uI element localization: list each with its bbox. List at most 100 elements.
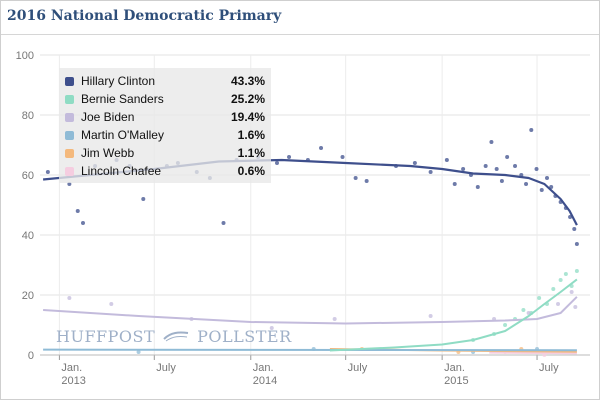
legend-swatch-clinton xyxy=(65,76,74,86)
poll-point xyxy=(551,287,556,291)
legend: Hillary Clinton 43.3% Bernie Sanders 25.… xyxy=(59,68,271,183)
legend-swatch-chafee xyxy=(65,166,74,176)
trend-line xyxy=(43,348,577,352)
poll-point xyxy=(319,146,324,150)
legend-value: 43.3% xyxy=(230,74,265,88)
legend-swatch-omalley xyxy=(65,130,74,140)
y-tick-label: 60 xyxy=(22,170,34,182)
y-tick-label: 0 xyxy=(28,350,34,362)
poll-point xyxy=(534,167,539,171)
chart-title: 2016 National Democratic Primary xyxy=(7,8,282,24)
x-tick-label: Jan. xyxy=(444,362,465,374)
x-tick-label: July xyxy=(348,362,368,374)
poll-point xyxy=(489,140,494,144)
x-tick-label: Jan. xyxy=(253,362,274,374)
poll-point xyxy=(563,272,568,276)
poll-point xyxy=(340,155,345,159)
watermark-pollster: POLLSTER xyxy=(197,327,292,346)
poll-point xyxy=(75,209,80,213)
legend-label: Martin O'Malley xyxy=(81,128,164,142)
legend-label: Jim Webb xyxy=(81,146,135,160)
poll-point xyxy=(45,170,50,174)
pollster-swoosh-icon xyxy=(163,327,189,346)
poll-point xyxy=(573,305,578,309)
legend-value: 0.6% xyxy=(237,164,265,178)
poll-point xyxy=(141,197,146,201)
legend-item-omalley[interactable]: Martin O'Malley 1.6% xyxy=(65,126,265,144)
poll-point xyxy=(269,326,274,330)
legend-item-webb[interactable]: Jim Webb 1.1% xyxy=(65,144,265,162)
poll-point xyxy=(545,176,550,180)
title-divider xyxy=(1,34,599,35)
poll-point xyxy=(412,161,417,165)
legend-label: Hillary Clinton xyxy=(81,74,156,88)
poll-point xyxy=(274,161,279,165)
poll-point xyxy=(556,302,561,306)
legend-value: 1.6% xyxy=(237,128,265,142)
poll-point xyxy=(136,350,141,354)
legend-label: Joe Biden xyxy=(81,110,135,124)
poll-point xyxy=(221,221,226,225)
poll-point xyxy=(503,323,508,327)
poll-point xyxy=(80,221,85,225)
trend-line xyxy=(489,351,577,355)
legend-value: 19.4% xyxy=(230,110,265,124)
poll-point xyxy=(529,128,534,132)
poll-point xyxy=(574,242,579,246)
poll-point xyxy=(558,278,563,282)
poll-point xyxy=(542,353,547,357)
poll-point xyxy=(428,314,433,318)
poll-point xyxy=(67,182,72,186)
x-tick-label: Jan. xyxy=(61,362,82,374)
legend-item-sanders[interactable]: Bernie Sanders 25.2% xyxy=(65,90,265,108)
poll-point xyxy=(332,317,337,321)
poll-point xyxy=(499,179,504,183)
poll-point xyxy=(539,188,544,192)
poll-point xyxy=(513,164,518,168)
poll-point xyxy=(452,182,457,186)
legend-swatch-webb xyxy=(65,148,74,158)
poll-point xyxy=(67,296,72,300)
poll-point xyxy=(537,296,542,300)
poll-point xyxy=(524,182,529,186)
poll-point xyxy=(444,158,449,162)
poll-point xyxy=(526,311,531,315)
trend-line xyxy=(329,278,578,352)
poll-point xyxy=(287,155,292,159)
poll-point xyxy=(109,302,114,306)
y-tick-label: 40 xyxy=(22,230,34,242)
poll-point xyxy=(569,290,574,294)
poll-point xyxy=(428,170,433,174)
poll-point xyxy=(505,155,510,159)
trend-line xyxy=(43,296,578,325)
watermark: HUFFPOST POLLSTER xyxy=(56,327,292,346)
poll-point xyxy=(574,269,579,273)
legend-label: Bernie Sanders xyxy=(81,92,164,106)
legend-item-biden[interactable]: Joe Biden 19.4% xyxy=(65,108,265,126)
poll-point xyxy=(483,164,488,168)
trend-lines xyxy=(42,158,578,355)
x-tick-label: July xyxy=(539,362,559,374)
x-tick-label: July xyxy=(156,362,176,374)
y-tick-label: 20 xyxy=(22,290,34,302)
poll-point xyxy=(353,176,358,180)
legend-swatch-biden xyxy=(65,112,74,122)
x-tick-label: 2015 xyxy=(444,375,468,387)
legend-value: 25.2% xyxy=(230,92,265,106)
watermark-huffpost: HUFFPOST xyxy=(56,327,156,346)
legend-label: Lincoln Chafee xyxy=(81,164,162,178)
poll-point xyxy=(461,167,466,171)
poll-point xyxy=(521,308,526,312)
legend-item-clinton[interactable]: Hillary Clinton 43.3% xyxy=(65,72,265,90)
y-tick-label: 80 xyxy=(22,110,34,122)
legend-item-chafee[interactable]: Lincoln Chafee 0.6% xyxy=(65,162,265,180)
poll-point xyxy=(475,185,480,189)
legend-swatch-sanders xyxy=(65,94,74,104)
poll-point xyxy=(364,179,369,183)
x-tick-label: 2014 xyxy=(253,375,277,387)
y-tick-label: 100 xyxy=(16,50,34,62)
legend-value: 1.1% xyxy=(237,146,265,160)
poll-point xyxy=(494,167,499,171)
poll-point xyxy=(572,227,577,231)
